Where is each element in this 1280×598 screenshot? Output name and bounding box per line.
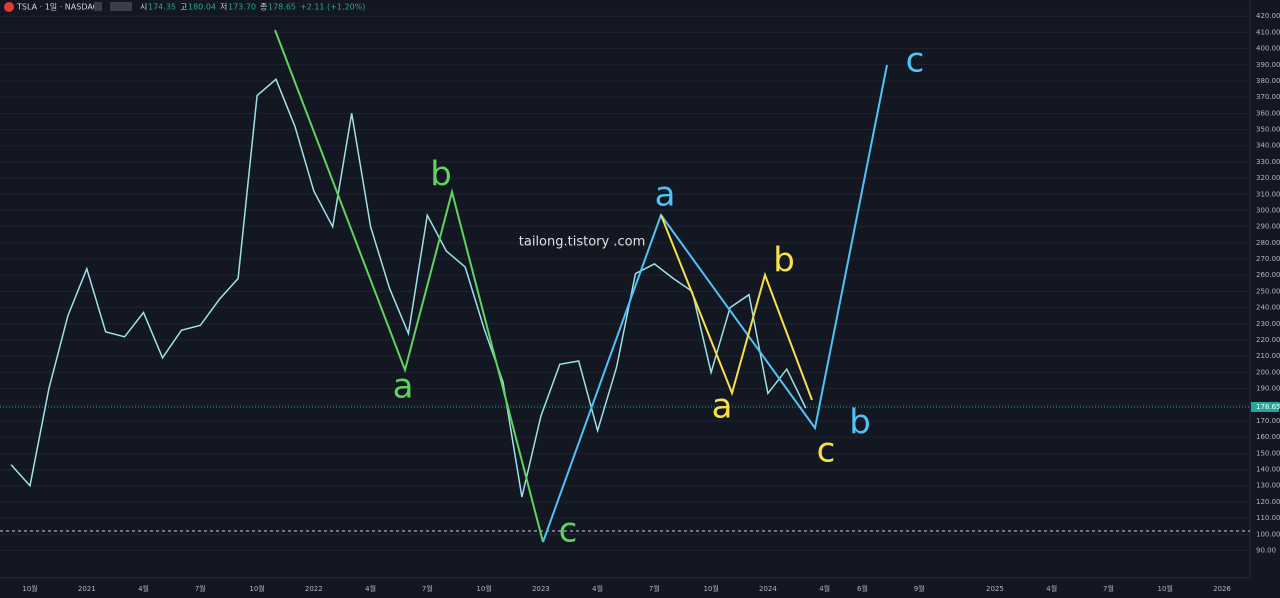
annotation: b: [773, 241, 795, 281]
grid: [0, 15, 1250, 551]
y-tick-label: 260.00: [1256, 271, 1280, 279]
y-tick-label: 320.00: [1256, 174, 1280, 182]
last-price-tag: [1251, 401, 1279, 412]
y-tick-label: 130.00: [1256, 482, 1280, 490]
blue-wave: [542, 64, 888, 543]
change: +2.11 (+1.20%): [300, 3, 365, 12]
ohlc-key: 종: [260, 3, 267, 12]
symbol-logo: [4, 2, 14, 12]
y-tick-label: 270.00: [1256, 255, 1280, 263]
icon[interactable]: [94, 2, 102, 11]
x-tick-label: 10월: [476, 584, 491, 593]
annotation: c: [906, 41, 925, 81]
x-tick-label: 2021: [78, 585, 96, 593]
x-tick-label: 2025: [986, 585, 1004, 593]
y-tick-label: 220.00: [1256, 336, 1280, 344]
x-tick-label: 2023: [532, 585, 550, 593]
watermark: tailong.tistory .com: [519, 235, 645, 250]
ohlc-key: 고: [180, 3, 187, 12]
y-tick-label: 160.00: [1256, 433, 1280, 441]
y-tick-label: 410.00: [1256, 28, 1280, 36]
y-tick-label: 240.00: [1256, 304, 1280, 312]
y-tick-label: 100.00: [1256, 530, 1280, 538]
ohlc: 시 174.35 고 180.04 저 173.70 종 178.65 +2.11 (+1.20…: [140, 3, 365, 12]
y-tick-label: 230.00: [1256, 320, 1280, 328]
symbol: TSLA · 1일 · NASDAQ: [16, 3, 99, 12]
x-tick-label: 4월: [365, 584, 376, 593]
y-tick-label: 340.00: [1256, 142, 1280, 150]
x-tick-label: 4월: [592, 584, 603, 593]
y-tick-label: 330.00: [1256, 158, 1280, 166]
x-tick-label: 7월: [422, 584, 433, 593]
x-tick-label: 7월: [195, 584, 206, 593]
x-tick-label: 6월: [857, 584, 868, 593]
ohlc-value: 180.04: [188, 3, 216, 12]
annotation: a: [655, 175, 676, 215]
x-tick-label: 7월: [649, 584, 660, 593]
y-tick-label: 420.00: [1256, 12, 1280, 20]
x-tick-label: 9월: [914, 584, 925, 593]
y-tick-label: 400.00: [1256, 45, 1280, 53]
y-tick-label: 120.00: [1256, 498, 1280, 506]
ohlc-key: 저: [220, 3, 227, 12]
ohlc-key: 시: [140, 3, 147, 12]
icon[interactable]: [110, 2, 132, 11]
annotation: b: [849, 403, 871, 443]
y-tick-label: 390.00: [1256, 61, 1280, 69]
annotation: c: [559, 511, 578, 551]
y-tick-label: 150.00: [1256, 449, 1280, 457]
last-price-label: 178.65: [1256, 403, 1280, 411]
y-tick-label: 250.00: [1256, 287, 1280, 295]
y-tick-label: 360.00: [1256, 109, 1280, 117]
annotation: a: [393, 367, 414, 407]
x-tick-label: 10월: [249, 584, 264, 593]
y-tick-label: 190.00: [1256, 385, 1280, 393]
y-tick-label: 280.00: [1256, 239, 1280, 247]
green-wave: [274, 29, 544, 543]
x-tick-label: 2026: [1213, 585, 1231, 593]
price-line: [10, 78, 807, 498]
y-tick-label: 380.00: [1256, 77, 1280, 85]
yellow-wave: [660, 214, 813, 401]
x-tick-label: 4월: [138, 584, 149, 593]
annotation: b: [430, 155, 452, 195]
y-tick-label: 200.00: [1256, 368, 1280, 376]
y-tick-label: 300.00: [1256, 206, 1280, 214]
y-tick-label: 110.00: [1256, 514, 1280, 522]
y-tick-label: 170.00: [1256, 417, 1280, 425]
x-tick-label: 10월: [1158, 584, 1173, 593]
y-tick-label: 350.00: [1256, 126, 1280, 134]
y-tick-label: 290.00: [1256, 223, 1280, 231]
x-tick-label: 4월: [819, 584, 830, 593]
y-tick-label: 90.00: [1256, 546, 1276, 554]
x-tick-label: 7월: [1103, 584, 1114, 593]
annotation: a: [712, 387, 733, 427]
y-tick-label: 370.00: [1256, 93, 1280, 101]
y-tick-label: 310.00: [1256, 190, 1280, 198]
x-tick-label: 2022: [305, 585, 323, 593]
annotation: c: [817, 431, 836, 471]
y-tick-label: 140.00: [1256, 466, 1280, 474]
plot: [0, 78, 1250, 532]
ohlc-value: 178.65: [268, 3, 296, 12]
y-tick-label: 210.00: [1256, 352, 1280, 360]
ohlc-value: 174.35: [148, 3, 176, 12]
x-tick-label: 4월: [1046, 584, 1057, 593]
x-tick-label: 10월: [22, 584, 37, 593]
x-tick-label: 2024: [759, 585, 777, 593]
header: TSLA · 1일 · NASDAQ: [4, 2, 132, 12]
wave-drawings: [274, 29, 888, 543]
x-tick-label: 10월: [703, 584, 718, 593]
ohlc-value: 173.70: [228, 3, 256, 12]
